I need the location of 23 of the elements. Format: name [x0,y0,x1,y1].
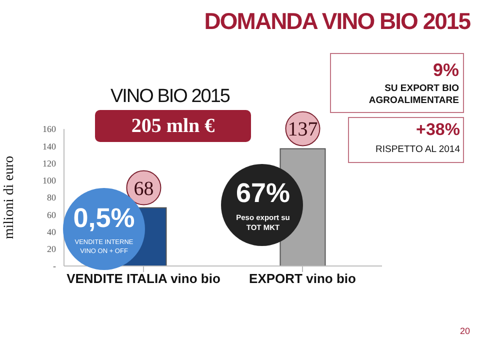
y-tick-label: 80 [47,192,56,203]
text: 9% [432,60,459,81]
annotation: 0,5% [72,203,136,234]
y-axis-title: milioni di euro [2,156,17,240]
data-label: 137 [288,118,318,141]
x-tick-label: VENDITE ITALIA vino bio [66,271,220,286]
y-tick-label: 140 [42,141,56,152]
text: +38% [415,120,460,140]
y-tick-label: - [53,261,56,272]
y-tick-label: 40 [47,226,56,237]
annotation: 67% [234,178,292,209]
y-tick-label: 120 [42,158,56,168]
annotation: RISPETTO AL 2014 [374,144,460,155]
chart-title: DOMANDA VINO BIO 2015 [203,8,470,35]
y-tick-label: 160 [42,124,56,134]
text: 20 [458,326,470,336]
y-tick-label: 100 [42,176,56,186]
text: SU EXPORT BIO AGROALIMENTARE [368,83,459,107]
x-tick-label: EXPORT vino bio [249,271,356,286]
text: VINO BIO 2015 [109,86,231,108]
y-tick-label: 60 [47,210,56,220]
y-tick-label: 20 [47,244,56,254]
data-label: 68 [134,178,154,200]
